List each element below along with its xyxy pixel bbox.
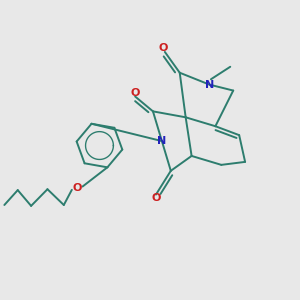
Text: O: O	[151, 193, 160, 203]
Text: N: N	[157, 136, 167, 146]
Text: O: O	[130, 88, 140, 98]
Text: O: O	[159, 44, 168, 53]
Text: N: N	[205, 80, 214, 90]
Text: O: O	[73, 183, 82, 193]
